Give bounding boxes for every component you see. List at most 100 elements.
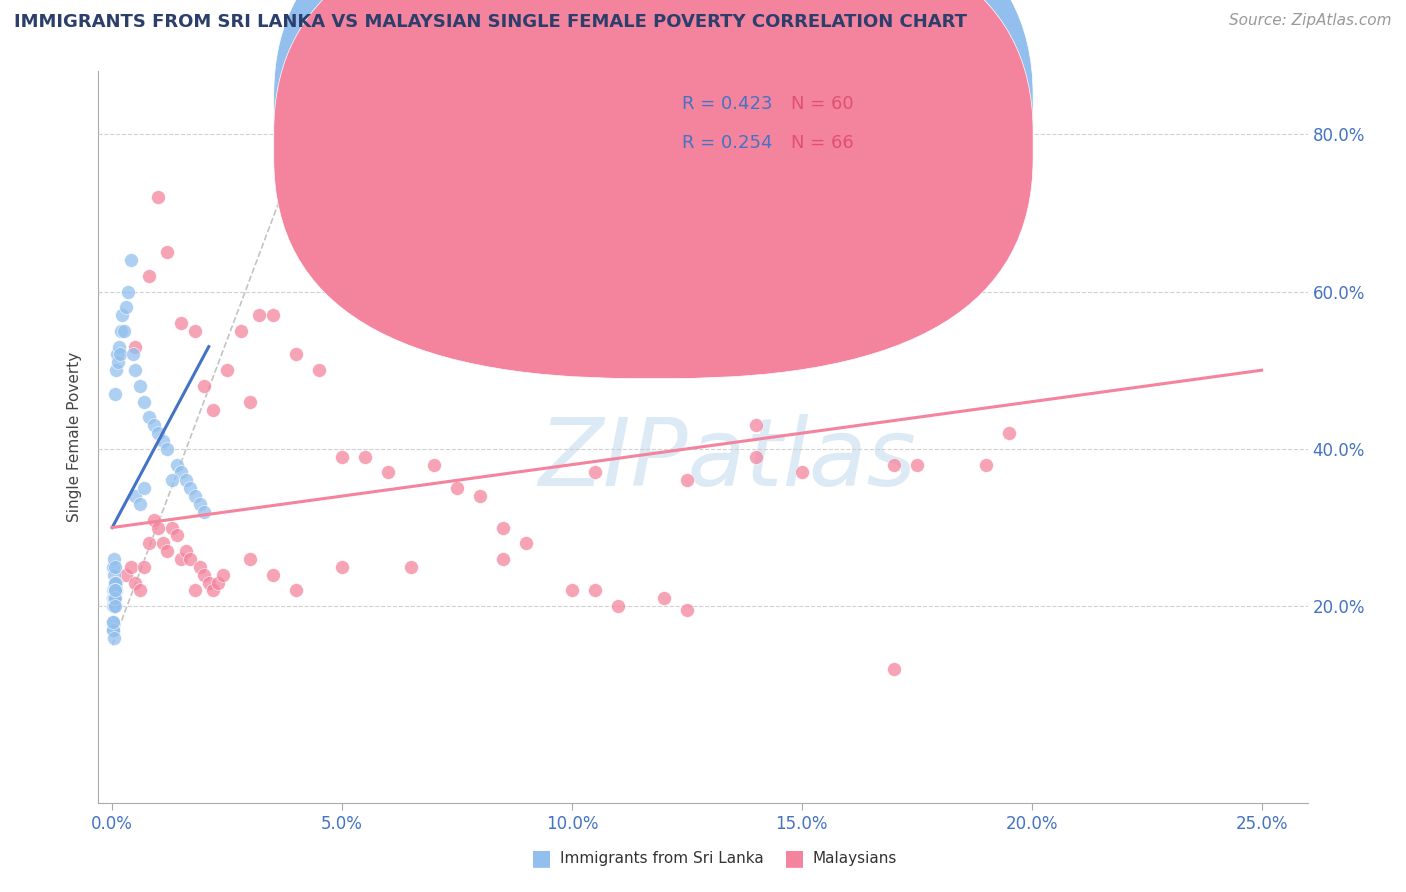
Point <box>120 559 142 574</box>
Point <box>101 583 124 598</box>
Point <box>170 316 193 330</box>
Point <box>974 458 997 472</box>
Point <box>138 268 160 283</box>
Point <box>115 567 138 582</box>
Point <box>492 520 515 534</box>
Point <box>515 536 537 550</box>
Point <box>148 190 170 204</box>
Point <box>156 442 179 456</box>
Point <box>104 363 127 377</box>
Point <box>184 583 207 598</box>
Point <box>285 583 308 598</box>
Point <box>583 466 606 480</box>
Point <box>197 575 219 590</box>
Point <box>104 583 127 598</box>
Point <box>285 347 308 361</box>
Point <box>184 489 207 503</box>
Text: IMMIGRANTS FROM SRI LANKA VS MALAYSIAN SINGLE FEMALE POVERTY CORRELATION CHART: IMMIGRANTS FROM SRI LANKA VS MALAYSIAN S… <box>14 13 967 31</box>
Point <box>138 536 160 550</box>
Point <box>101 615 124 629</box>
Point <box>103 583 125 598</box>
Point <box>676 603 699 617</box>
Point <box>188 559 211 574</box>
FancyBboxPatch shape <box>274 0 1033 378</box>
Point <box>202 402 225 417</box>
Point <box>262 567 284 582</box>
Point <box>104 575 127 590</box>
Point <box>101 591 124 606</box>
Point <box>128 379 150 393</box>
Point <box>174 473 197 487</box>
Point <box>193 379 215 393</box>
Point <box>101 559 124 574</box>
Point <box>104 599 127 614</box>
Point <box>101 623 124 637</box>
Point <box>103 631 125 645</box>
Point <box>138 410 160 425</box>
Text: N = 60: N = 60 <box>792 95 853 113</box>
Point <box>202 583 225 598</box>
Point <box>101 623 124 637</box>
Text: ■: ■ <box>785 848 804 868</box>
Y-axis label: Single Female Poverty: Single Female Poverty <box>67 352 83 522</box>
Point <box>330 450 353 464</box>
Text: ■: ■ <box>531 848 551 868</box>
Point <box>124 363 146 377</box>
Point <box>170 466 193 480</box>
Point <box>676 473 699 487</box>
FancyBboxPatch shape <box>613 78 879 178</box>
Point <box>156 544 179 558</box>
Point <box>174 544 197 558</box>
Point <box>239 552 262 566</box>
Point <box>468 489 491 503</box>
Point <box>104 583 127 598</box>
Point <box>111 308 134 322</box>
Point <box>134 559 156 574</box>
Point <box>905 458 928 472</box>
Text: Malaysians: Malaysians <box>813 851 897 865</box>
Point <box>115 301 138 315</box>
Point <box>108 340 131 354</box>
Point <box>446 481 468 495</box>
Point <box>103 583 125 598</box>
Point <box>103 559 125 574</box>
Point <box>561 583 583 598</box>
Text: R = 0.423: R = 0.423 <box>682 95 773 113</box>
Point <box>122 347 145 361</box>
Point <box>207 575 229 590</box>
Point <box>104 583 127 598</box>
Point <box>166 528 188 542</box>
Point <box>193 567 215 582</box>
Point <box>160 473 183 487</box>
Point <box>104 575 127 590</box>
Point <box>142 513 165 527</box>
Point <box>128 583 150 598</box>
Point <box>105 583 128 598</box>
Point <box>193 505 215 519</box>
Point <box>156 245 179 260</box>
Point <box>134 394 156 409</box>
Point <box>105 347 128 361</box>
Point <box>229 324 252 338</box>
FancyBboxPatch shape <box>274 0 1033 342</box>
Point <box>308 363 330 377</box>
Point <box>152 536 174 550</box>
Point <box>607 599 630 614</box>
Point <box>745 418 768 433</box>
Point <box>110 324 132 338</box>
Point <box>652 591 675 606</box>
Point <box>997 426 1019 441</box>
Point <box>152 434 174 448</box>
Point <box>217 363 239 377</box>
Point <box>103 575 125 590</box>
Point <box>101 591 124 606</box>
Point <box>124 489 146 503</box>
Point <box>103 599 125 614</box>
Point <box>112 324 135 338</box>
Text: Source: ZipAtlas.com: Source: ZipAtlas.com <box>1229 13 1392 29</box>
Point <box>142 418 165 433</box>
Point <box>790 466 813 480</box>
Point <box>330 559 353 574</box>
Point <box>110 347 132 361</box>
Point <box>103 567 125 582</box>
